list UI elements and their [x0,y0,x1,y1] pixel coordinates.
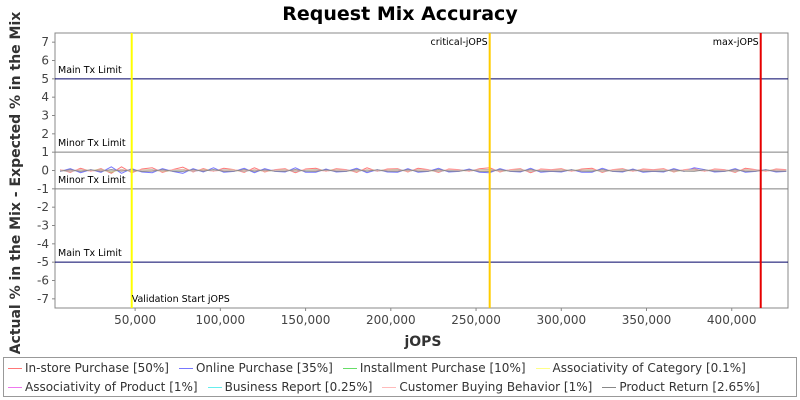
y-tick-label: -1 [37,182,49,196]
series-line [60,169,787,172]
legend-swatch [382,386,397,388]
legend-row: Associativity of Product [1%] Business Re… [8,378,770,396]
legend-item: Associativity of Category [0.1%] [535,361,746,375]
x-tick-label: 400,000 [707,313,757,327]
legend-label: Business Report [0.25%] [224,380,373,394]
y-tick-label: 6 [41,54,49,68]
y-tick-label: 4 [41,90,49,104]
series-line [60,169,787,172]
legend-item: Customer Buying Behavior [1%] [382,380,592,394]
x-tick-label: 350,000 [622,313,672,327]
y-tick-label: -2 [37,200,49,214]
y-tick-label: 3 [41,109,49,123]
legend-label: Online Purchase [35%] [195,361,333,375]
series-layer [59,166,787,174]
x-axis: 50,000 100,000 150,000 200,000 250,000 300,00… [114,308,757,327]
marker-line-label: critical-jOPS [431,37,488,48]
legend-item: Associativity of Product [1%] [8,380,198,394]
x-tick-label: 300,000 [536,313,586,327]
legend-item: Installment Purchase [10%] [342,361,526,375]
legend-swatch [8,367,22,369]
y-tick-label: -6 [37,274,49,288]
x-tick-label: 200,000 [366,313,416,327]
limit-line-label: Main Tx Limit [58,65,122,76]
legend-label: Associativity of Category [0.1%] [552,361,746,375]
y-tick-label: -3 [37,219,49,233]
limit-line-label: Minor Tx Limit [58,175,126,186]
legend-item: Business Report [0.25%] [207,380,373,394]
y-tick-label: 5 [41,72,49,86]
y-axis-label: Actual % in the Mix - Expected % in the … [8,12,24,355]
legend-swatch [178,367,193,369]
legend-swatch [8,386,22,388]
legend: In-store Purchase [50%] Online Purchase [… [3,357,797,397]
legend-row: In-store Purchase [50%] Online Purchase [… [8,359,756,377]
chart: Request Mix Accuracy Actual % in the Mix… [8,3,789,355]
y-tick-label: -5 [37,255,49,269]
limit-lines: Main Tx Limit Minor Tx Limit Minor Tx Limi… [55,65,788,263]
marker-lines: Validation Start jOPS critical-jOPS max-jO… [130,33,762,308]
y-tick-label: -7 [37,292,49,306]
legend-swatch [207,386,222,388]
legend-label: In-store Purchase [50%] [25,361,169,375]
y-tick-label: -4 [37,237,49,251]
legend-item: Online Purchase [35%] [178,361,333,375]
chart-title: Request Mix Accuracy [282,3,518,25]
y-axis: 7 6 5 4 3 2 1 0 -1 -2 -3 -4 -5 -6 -7 [37,35,55,306]
legend-item: In-store Purchase [50%] [8,361,169,375]
legend-label: Customer Buying Behavior [1%] [399,380,593,394]
x-tick-label: 100,000 [196,313,246,327]
marker-line-label: Validation Start jOPS [132,294,230,305]
legend-item: Product Return [2.65%] [602,380,760,394]
legend-label: Product Return [2.65%] [619,380,760,394]
limit-line-label: Main Tx Limit [58,248,122,259]
legend-swatch [602,386,617,388]
y-tick-label: 1 [41,145,49,159]
limit-line-label: Minor Tx Limit [58,138,126,149]
legend-label: Associativity of Product [1%] [25,380,198,394]
legend-swatch [342,367,357,369]
legend-label: Installment Purchase [10%] [359,361,526,375]
y-tick-label: 0 [41,164,49,178]
y-tick-label: 2 [41,127,49,141]
x-axis-label: jOPS [403,334,441,350]
marker-line-label: max-jOPS [713,37,759,48]
series-line [59,166,787,174]
y-tick-label: 7 [41,35,49,49]
x-tick-label: 250,000 [451,313,501,327]
x-tick-label: 150,000 [281,313,331,327]
x-tick-label: 50,000 [114,313,156,327]
legend-swatch [535,367,550,369]
